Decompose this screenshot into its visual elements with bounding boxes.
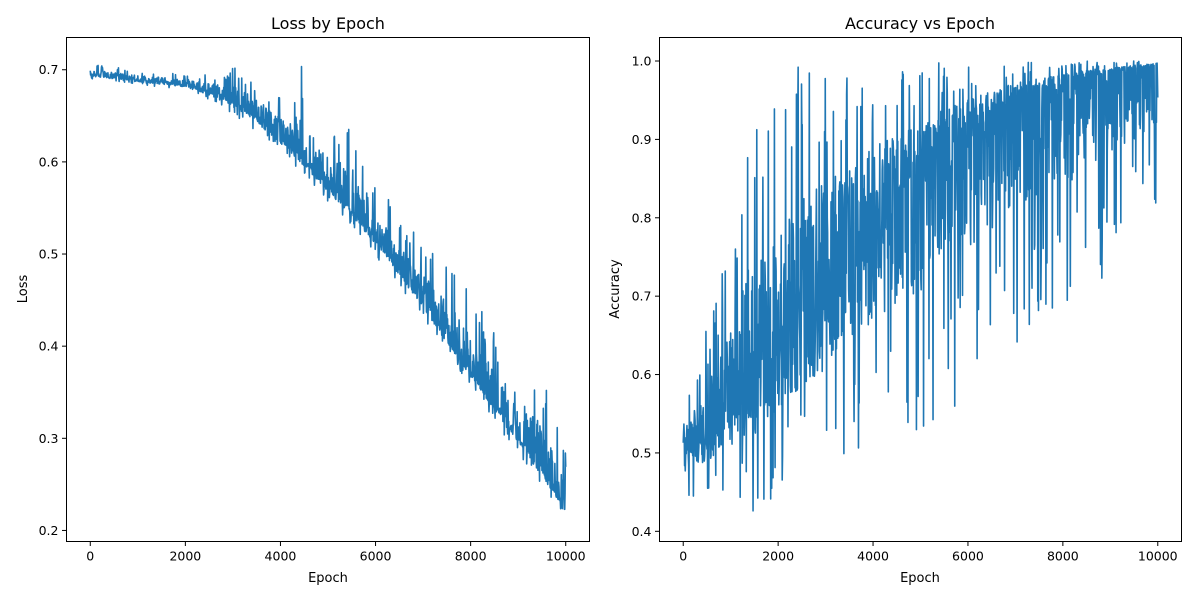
accuracy-y-tick-label: 1.0	[632, 54, 652, 69]
loss-x-axis: 0 2000 4000 6000 8000 10000	[86, 541, 586, 564]
accuracy-y-tick-label: 0.7	[632, 289, 652, 304]
accuracy-series-line	[682, 60, 1159, 512]
loss-y-axis: 0.2 0.3 0.4 0.5 0.6 0.7	[39, 62, 67, 538]
accuracy-x-tick-label: 8000	[1047, 549, 1079, 564]
loss-x-tick-label: 0	[86, 549, 94, 564]
accuracy-chart: Accuracy vs Epoch 0 2000 4000 6000 8000 10000…	[608, 14, 1182, 586]
accuracy-y-tick-label: 0.5	[632, 445, 652, 460]
loss-chart: Loss by Epoch 0 2000 4000 6000 8000 10000 0.2…	[16, 14, 590, 586]
loss-chart-title: Loss by Epoch	[271, 14, 385, 33]
loss-y-tick-label: 0.7	[39, 62, 59, 77]
loss-y-tick-label: 0.2	[39, 523, 59, 538]
accuracy-x-axis-label: Epoch	[900, 571, 940, 586]
loss-axes-frame	[66, 37, 590, 542]
accuracy-y-tick-label: 0.6	[632, 367, 652, 382]
accuracy-x-tick-label: 6000	[952, 549, 984, 564]
loss-y-tick-label: 0.4	[39, 339, 59, 354]
accuracy-y-axis-label: Accuracy	[608, 259, 623, 319]
loss-x-tick-label: 2000	[169, 549, 201, 564]
loss-y-tick-label: 0.5	[39, 247, 59, 262]
accuracy-y-tick-label: 0.4	[632, 524, 652, 539]
loss-x-tick-label: 4000	[265, 549, 297, 564]
accuracy-chart-title: Accuracy vs Epoch	[845, 14, 995, 33]
loss-series-line	[89, 64, 567, 511]
accuracy-x-tick-label: 0	[679, 549, 687, 564]
accuracy-plot-area	[682, 60, 1159, 512]
accuracy-y-tick-label: 0.8	[632, 210, 652, 225]
accuracy-x-tick-label: 10000	[1138, 549, 1178, 564]
loss-x-tick-label: 10000	[546, 549, 586, 564]
loss-y-axis-label: Loss	[16, 275, 31, 304]
accuracy-y-axis: 0.4 0.5 0.6 0.7 0.8 0.9 1.0	[632, 54, 660, 539]
loss-x-tick-label: 6000	[360, 549, 392, 564]
accuracy-x-tick-label: 2000	[762, 549, 794, 564]
loss-y-tick-label: 0.6	[39, 154, 59, 169]
accuracy-axes-frame	[659, 37, 1182, 542]
loss-plot-area	[89, 64, 567, 511]
accuracy-x-axis: 0 2000 4000 6000 8000 10000	[679, 541, 1178, 564]
loss-x-axis-label: Epoch	[308, 571, 348, 586]
accuracy-x-tick-label: 4000	[857, 549, 889, 564]
accuracy-y-tick-label: 0.9	[632, 132, 652, 147]
loss-y-tick-label: 0.3	[39, 431, 59, 446]
loss-x-tick-label: 8000	[455, 549, 487, 564]
